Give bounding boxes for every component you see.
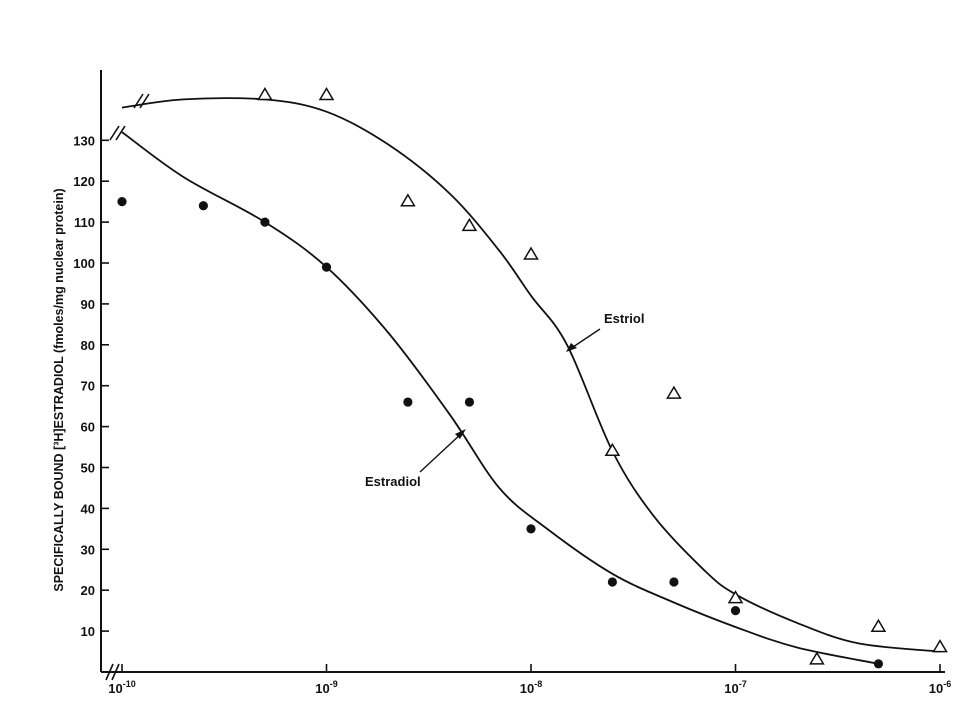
point-estradiol-0: [117, 197, 127, 207]
x-tick-label-0: 10-10: [108, 679, 135, 696]
point-estriol-3: [461, 217, 478, 232]
point-estradiol-9: [730, 606, 741, 616]
tick-labels: 10 20 30 40 50 60 70 80 90 100 110 120 130 10-10 10-9 1…: [73, 133, 951, 696]
y-tick-label-10: 10: [81, 624, 95, 639]
annotation-estradiol-arrow: [419, 432, 463, 473]
point-estriol-6: [666, 385, 682, 399]
curve-estradiol: [121, 131, 879, 665]
annotation-estradiol-label: Estradiol: [365, 474, 421, 489]
annotation-estriol-arrow: [569, 328, 601, 350]
point-estradiol-4: [403, 397, 413, 407]
x-tick-label-4: 10-6: [929, 679, 951, 696]
x-axis-break-mark: [105, 663, 120, 681]
x-tick-label-3: 10-7: [724, 679, 746, 696]
y-tick-label-20: 20: [81, 583, 95, 598]
annotation-estriol-label: Estriol: [604, 311, 644, 326]
x-tick-label-1: 10-9: [315, 679, 337, 696]
y-tick-label-40: 40: [81, 501, 95, 516]
point-estriol-2: [400, 193, 416, 207]
point-estradiol-2: [260, 217, 270, 227]
point-estradiol-3: [321, 262, 332, 272]
y-tick-label-70: 70: [81, 379, 95, 394]
point-estradiol-7: [607, 577, 617, 587]
curves: [121, 97, 941, 665]
point-estriol-10: [932, 639, 948, 653]
point-estriol-5: [604, 442, 621, 457]
point-estradiol-1: [198, 201, 208, 211]
y-tick-label-110: 110: [74, 215, 95, 230]
y-tick-label-100: 100: [73, 256, 95, 271]
annotation-estriol-arrowhead: [566, 343, 577, 352]
point-estradiol-8: [669, 577, 679, 587]
point-estriol-9: [870, 618, 887, 632]
markers: [117, 87, 948, 669]
point-estradiol-10: [873, 659, 884, 669]
y-tick-label-120: 120: [73, 174, 95, 189]
y-tick-label-50: 50: [81, 461, 95, 476]
y-tick-label-130: 130: [73, 133, 95, 148]
y-tick-label-80: 80: [81, 338, 95, 353]
point-estradiol-5: [464, 397, 475, 407]
curve-estriol: [121, 97, 941, 653]
y-axis-break-mark: [109, 125, 126, 141]
y-axis-label: SPECIFICALLY BOUND [³H]ESTRADIOL (fmoles…: [52, 188, 66, 591]
y-tick-label-90: 90: [81, 297, 95, 312]
point-estriol-4: [523, 246, 539, 260]
point-estriol-7: [727, 590, 744, 604]
annotation-estradiol-arrowhead: [455, 429, 466, 439]
y-tick-label-60: 60: [81, 420, 95, 435]
point-estriol-8: [809, 651, 825, 665]
point-estriol-1: [318, 87, 335, 101]
y-tick-label-30: 30: [81, 542, 95, 557]
x-tick-label-2: 10-8: [520, 679, 542, 696]
point-estriol-0: [257, 87, 273, 101]
point-estradiol-6: [526, 524, 536, 534]
axes: [100, 70, 945, 681]
